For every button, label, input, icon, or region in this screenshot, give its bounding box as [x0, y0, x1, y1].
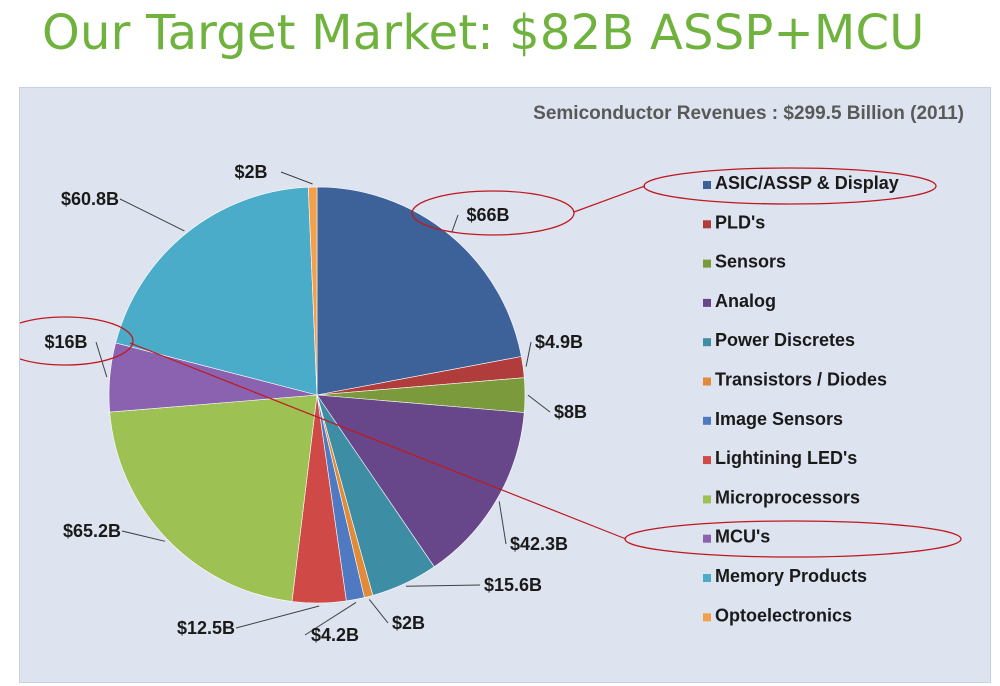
leader-line [235, 605, 320, 629]
highlight-ellipse-asic-label [411, 190, 575, 236]
legend-item-asic-assp-display: ASIC/ASSP & Display [715, 173, 899, 193]
leader-line [368, 599, 389, 624]
pie-slices [108, 186, 526, 604]
legend-item-mcu-s: MCU's [715, 527, 770, 547]
legend-item-transistors-diodes: Transistors / Diodes [715, 370, 887, 390]
leader-line [527, 394, 551, 413]
leader-line [525, 341, 532, 367]
legend-item-analog: Analog [715, 291, 776, 311]
legend-swatch [703, 377, 711, 386]
data-label: $4.2B [311, 625, 359, 645]
data-label: $60.8B [61, 189, 119, 209]
pie-chart: Semiconductor Revenues : $299.5 Billion … [20, 103, 964, 645]
pie-slice-asic-assp-display [316, 186, 522, 396]
data-label: $42.3B [510, 534, 568, 554]
leader-line [405, 584, 481, 587]
leader-lines [95, 171, 551, 636]
legend-swatch [703, 259, 711, 268]
legend: ASIC/ASSP & Display PLD's Sensors Analog Pow… [703, 173, 899, 625]
chart-title: Semiconductor Revenues : $299.5 Billion … [533, 103, 964, 124]
data-label: $4.9B [535, 332, 583, 352]
data-label: $16B [44, 332, 87, 352]
data-label: $65.2B [63, 521, 121, 541]
legend-item-power-discretes: Power Discretes [715, 330, 855, 350]
data-label: $66B [466, 205, 509, 225]
slide-title: Our Target Market: $82B ASSP+MCU [42, 5, 925, 61]
legend-item-pld-s: PLD's [715, 212, 765, 232]
highlight-connector-mcu [129, 342, 627, 540]
data-label: $15.6B [484, 575, 542, 595]
legend-item-memory-products: Memory Products [715, 566, 867, 586]
leader-line [280, 171, 313, 185]
legend-swatch [703, 220, 711, 229]
pie-slice-optoelectronics [307, 186, 318, 396]
data-label: $2B [234, 162, 267, 182]
pie-slice-microprocessors [109, 394, 318, 602]
legend-swatch [703, 495, 711, 504]
legend-swatch [703, 456, 711, 465]
legend-item-microprocessors: Microprocessors [715, 487, 860, 507]
data-labels: $66B $4.9B $8B $42.3B $15.6B $2B $4.2B $12.5B $6… [44, 162, 587, 645]
legend-swatch [703, 416, 711, 425]
data-label: $8B [554, 402, 587, 422]
leader-line [304, 601, 357, 636]
legend-item-optoelectronics: Optoelectronics [715, 605, 852, 625]
leader-line [451, 214, 459, 233]
leader-line [121, 530, 166, 542]
highlight-ellipse-mcu-legend [624, 520, 962, 558]
highlight-connector-asic [573, 185, 646, 213]
chart-panel: Semiconductor Revenues : $299.5 Billion … [19, 87, 991, 683]
legend-swatch [703, 338, 711, 347]
legend-swatch [703, 574, 711, 582]
leader-line [498, 501, 507, 545]
highlight-annotations [20, 167, 962, 558]
pie-slice-memory-products [115, 186, 318, 396]
legend-swatch [703, 181, 711, 189]
legend-item-lightining-led-s: Lightining LED's [715, 448, 857, 468]
legend-item-image-sensors: Image Sensors [715, 409, 843, 429]
legend-item-sensors: Sensors [715, 252, 786, 272]
highlight-ellipse-mcu-label [20, 316, 134, 366]
leader-line [119, 198, 185, 232]
data-label: $2B [392, 613, 425, 633]
leader-line [95, 341, 108, 378]
legend-swatch [703, 298, 711, 307]
legend-swatch [703, 613, 711, 622]
data-label: $12.5B [177, 618, 235, 638]
legend-swatch [703, 534, 711, 543]
